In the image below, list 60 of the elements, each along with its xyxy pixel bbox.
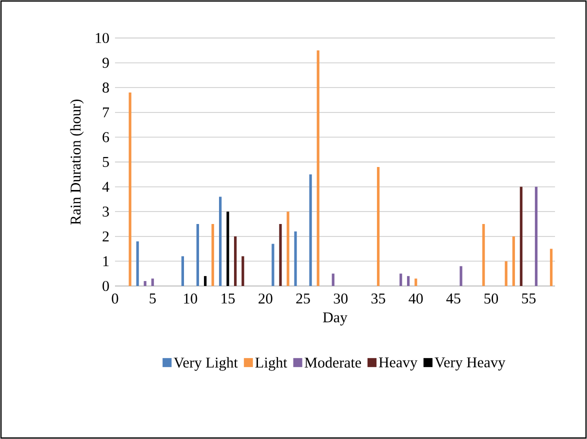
x-tick-label: 40 (408, 294, 423, 304)
bar (181, 256, 184, 286)
bar (234, 236, 237, 286)
bar (400, 274, 402, 286)
bar (242, 256, 244, 286)
bar (316, 50, 320, 286)
legend-label: Very Heavy (434, 357, 506, 370)
bar (520, 186, 522, 286)
x-tick-label: 25 (296, 294, 310, 304)
y-tick-label: 6 (102, 132, 110, 142)
x-tick-label: 30 (334, 294, 348, 304)
bar (272, 244, 274, 286)
bar (550, 248, 553, 286)
bar (204, 276, 207, 286)
legend-label: Moderate (304, 357, 361, 368)
y-tick-label: 0 (102, 280, 109, 292)
y-axis-title: Rain Duration (hour) (70, 100, 84, 225)
y-tick-label: 7 (102, 108, 110, 118)
bar (128, 92, 132, 286)
y-tick-label: 9 (102, 58, 109, 68)
bar (407, 276, 410, 286)
x-tick-label: 45 (446, 294, 460, 304)
bar (226, 212, 230, 286)
y-tick-label: 4 (102, 182, 110, 192)
bar (460, 266, 462, 286)
x-tick-label: 20 (258, 294, 272, 304)
x-tick-label: 35 (372, 294, 386, 304)
bar (512, 236, 515, 286)
y-tick-label: 8 (102, 82, 109, 93)
bar (219, 196, 222, 286)
legend-label: Very Light (174, 357, 238, 371)
x-axis-title: Day (322, 312, 348, 326)
legend-label: Heavy (378, 357, 418, 370)
bar (136, 241, 139, 286)
legend-label: Light (255, 357, 288, 371)
x-tick-label: 15 (222, 294, 235, 304)
y-tick-label: 5 (102, 157, 109, 167)
bar (482, 224, 485, 286)
x-tick-label: 50 (484, 294, 498, 304)
y-tick-label: 1 (103, 256, 109, 266)
y-tick-label: 3 (102, 206, 109, 217)
x-tick-label: 55 (522, 294, 536, 304)
x-tick-label: 10 (184, 294, 198, 304)
bar (294, 231, 297, 286)
bar (504, 261, 508, 286)
bar (144, 281, 146, 286)
x-tick-label: 5 (150, 294, 156, 304)
bar (151, 278, 154, 286)
bar (332, 274, 334, 286)
bar (309, 174, 312, 286)
bar (196, 224, 200, 286)
bar (534, 186, 538, 286)
bar (286, 212, 290, 286)
y-tick-label: 2 (102, 231, 109, 242)
x-tick-label: 0 (112, 294, 118, 304)
bar (376, 166, 380, 286)
bar (414, 278, 418, 286)
bar (279, 224, 282, 286)
y-tick-label: 10 (96, 32, 109, 44)
bar (211, 224, 214, 286)
